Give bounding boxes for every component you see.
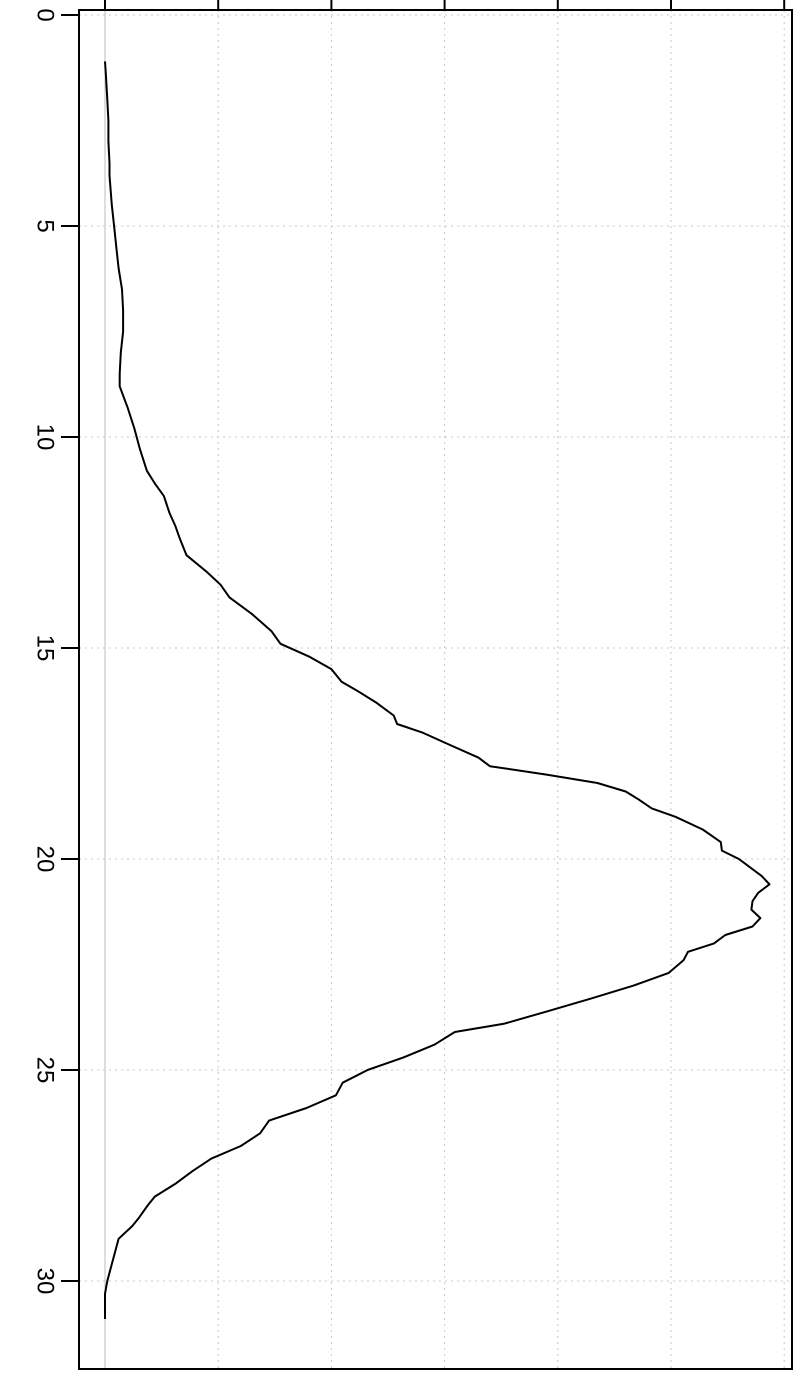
series-line xyxy=(104,61,771,1319)
x-tick-label: 10 xyxy=(32,424,59,451)
x-tick-label: 25 xyxy=(32,1057,59,1084)
top-axis-ticks xyxy=(104,0,786,10)
x-tick-label: 20 xyxy=(32,846,59,873)
tick-labels: 0 5 10 15 20 25 30 xyxy=(32,8,59,1294)
grid-lines xyxy=(79,10,792,1369)
x-tick-label: 30 xyxy=(32,1268,59,1295)
x-tick-label: 0 xyxy=(32,8,59,21)
plot-frame xyxy=(78,9,793,1370)
x-tick-label: 5 xyxy=(32,219,59,232)
x-tick-label: 15 xyxy=(32,635,59,662)
axis-ticks xyxy=(61,14,79,1282)
